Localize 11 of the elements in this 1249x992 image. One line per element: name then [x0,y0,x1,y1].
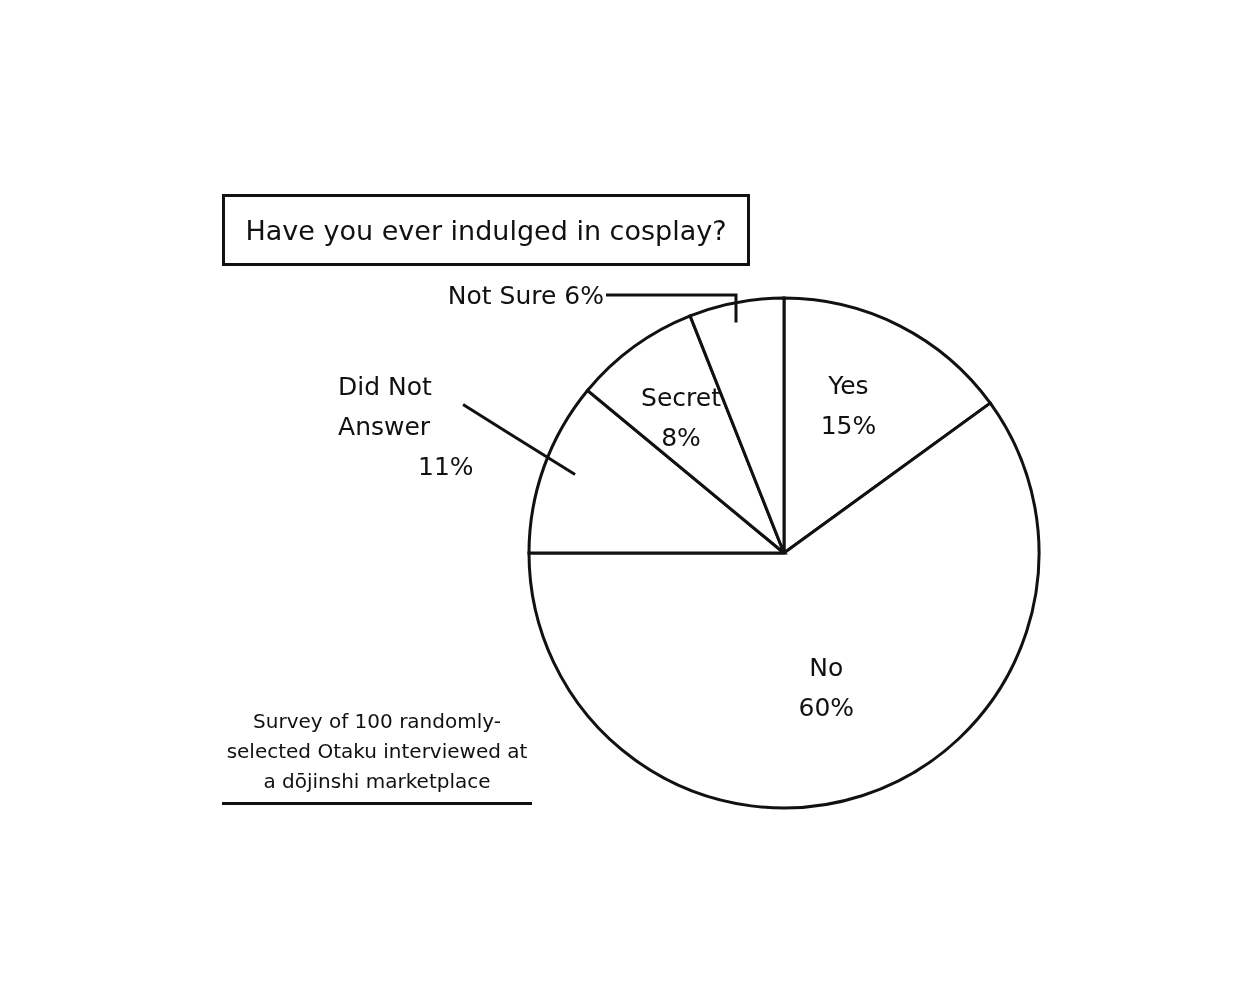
data-label: 15% [820,410,877,440]
slice-label: Secret [641,383,722,413]
text: Survey of 100 randomly-selected Otaku interviewed at a dōjinshi marketplace [222,706,532,805]
data-label: 8% [661,423,701,453]
slice-label: No [809,652,844,682]
chart-title: Have you ever indulged in cosplay? [222,194,750,266]
data-label: 11% [418,451,474,481]
slice-label: Yes [827,370,869,400]
slice-label: Not Sure 6% [447,281,604,310]
data-label: 60% [798,692,855,722]
slice-label: Did Not Answer [338,371,433,441]
